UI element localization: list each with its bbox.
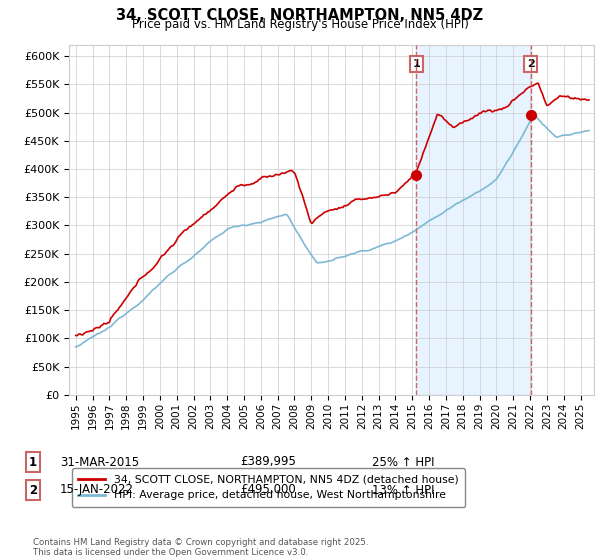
Text: 2: 2 xyxy=(29,483,37,497)
Text: 31-MAR-2015: 31-MAR-2015 xyxy=(60,455,139,469)
Text: 34, SCOTT CLOSE, NORTHAMPTON, NN5 4DZ: 34, SCOTT CLOSE, NORTHAMPTON, NN5 4DZ xyxy=(116,8,484,24)
Text: 25% ↑ HPI: 25% ↑ HPI xyxy=(372,455,434,469)
Bar xyxy=(416,45,531,395)
Legend: 34, SCOTT CLOSE, NORTHAMPTON, NN5 4DZ (detached house), HPI: Average price, deta: 34, SCOTT CLOSE, NORTHAMPTON, NN5 4DZ (d… xyxy=(72,469,465,507)
Text: 1: 1 xyxy=(413,59,421,69)
Text: 13% ↑ HPI: 13% ↑ HPI xyxy=(372,483,434,497)
Text: £389,995: £389,995 xyxy=(240,455,296,469)
Text: 1: 1 xyxy=(29,455,37,469)
Text: 15-JAN-2022: 15-JAN-2022 xyxy=(60,483,134,497)
Text: £495,000: £495,000 xyxy=(240,483,296,497)
Text: Contains HM Land Registry data © Crown copyright and database right 2025.
This d: Contains HM Land Registry data © Crown c… xyxy=(33,538,368,557)
Text: 2: 2 xyxy=(527,59,535,69)
Text: Price paid vs. HM Land Registry's House Price Index (HPI): Price paid vs. HM Land Registry's House … xyxy=(131,18,469,31)
